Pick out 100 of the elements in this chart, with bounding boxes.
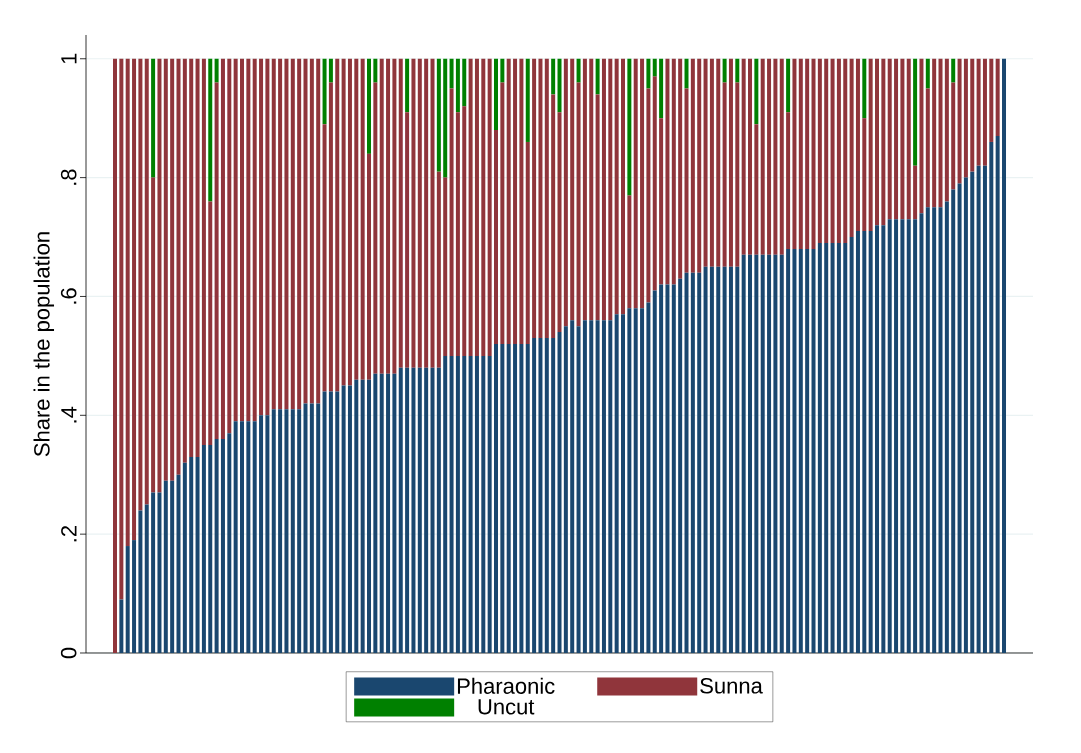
bar	[373, 58, 378, 83]
bar	[970, 58, 975, 172]
y-tick-label: .4	[61, 406, 77, 423]
bar	[360, 58, 365, 380]
bar	[474, 355, 479, 653]
bar	[144, 58, 149, 505]
bar	[189, 58, 194, 457]
bar	[487, 58, 492, 356]
bar	[703, 58, 708, 267]
bar	[913, 58, 918, 166]
bar	[125, 58, 130, 547]
bar	[157, 58, 162, 493]
bar	[322, 58, 327, 125]
bar	[481, 355, 486, 653]
bar	[862, 58, 867, 119]
bar	[227, 433, 232, 653]
bar	[640, 308, 645, 653]
bar	[163, 58, 168, 481]
bar	[671, 284, 676, 653]
bar	[544, 58, 549, 339]
bar	[506, 58, 511, 344]
bar	[621, 314, 626, 653]
bar	[538, 338, 543, 653]
y-axis-title: Share in the population	[33, 232, 55, 457]
bar	[259, 415, 264, 653]
bar	[805, 248, 810, 653]
bar	[386, 373, 391, 653]
bar	[462, 106, 467, 356]
bar	[386, 58, 391, 374]
bar	[678, 58, 683, 279]
bar	[582, 58, 587, 321]
bar	[843, 58, 848, 243]
bar	[462, 58, 467, 107]
bar	[176, 474, 181, 653]
bar	[271, 58, 276, 410]
bar	[373, 373, 378, 653]
bar	[595, 94, 600, 321]
bar	[449, 88, 454, 356]
bar	[436, 58, 441, 172]
bar	[855, 231, 860, 653]
bar	[449, 355, 454, 653]
bar	[627, 195, 632, 309]
bar	[151, 492, 156, 653]
bar	[322, 124, 327, 392]
bar	[811, 248, 816, 653]
bar	[849, 58, 854, 238]
bar	[557, 58, 562, 113]
bar	[284, 409, 289, 653]
bar	[309, 403, 314, 653]
bar	[925, 88, 930, 208]
y-tick-label: .8	[60, 169, 77, 185]
bar	[614, 58, 619, 315]
bar	[354, 58, 359, 380]
bar	[875, 58, 880, 226]
bar	[792, 248, 797, 653]
bar	[557, 112, 562, 333]
bar	[347, 385, 352, 653]
y-tick-label: .2	[61, 526, 77, 542]
bar	[259, 58, 264, 416]
bar	[830, 242, 835, 653]
bar	[233, 58, 238, 422]
bar	[195, 58, 200, 457]
bar	[652, 290, 657, 653]
bar	[786, 112, 791, 249]
bar	[989, 141, 994, 653]
bar	[252, 421, 257, 653]
bar	[741, 58, 746, 255]
bar	[614, 314, 619, 653]
bar	[252, 58, 257, 422]
bar	[906, 219, 911, 653]
bar	[532, 58, 537, 339]
bar	[963, 58, 968, 178]
bar	[665, 58, 670, 285]
bar	[697, 58, 702, 273]
bar	[157, 492, 162, 653]
bar	[335, 58, 340, 392]
bar	[773, 58, 778, 255]
bar	[182, 58, 187, 463]
bar	[830, 58, 835, 243]
bar	[570, 58, 575, 321]
bar	[595, 58, 600, 95]
bar	[646, 88, 651, 303]
bar	[798, 248, 803, 653]
bar	[970, 171, 975, 653]
bar	[659, 118, 664, 285]
bar	[151, 58, 156, 178]
bar	[265, 58, 270, 416]
bar	[297, 409, 302, 653]
bar	[722, 82, 727, 267]
bar	[220, 58, 225, 440]
bar	[538, 58, 543, 339]
bar	[836, 58, 841, 243]
bar	[544, 338, 549, 653]
bar	[265, 415, 270, 653]
bar	[322, 391, 327, 653]
bar	[754, 58, 759, 125]
bar	[938, 207, 943, 653]
bar	[379, 373, 384, 653]
bar	[144, 504, 149, 653]
bar	[811, 58, 816, 249]
